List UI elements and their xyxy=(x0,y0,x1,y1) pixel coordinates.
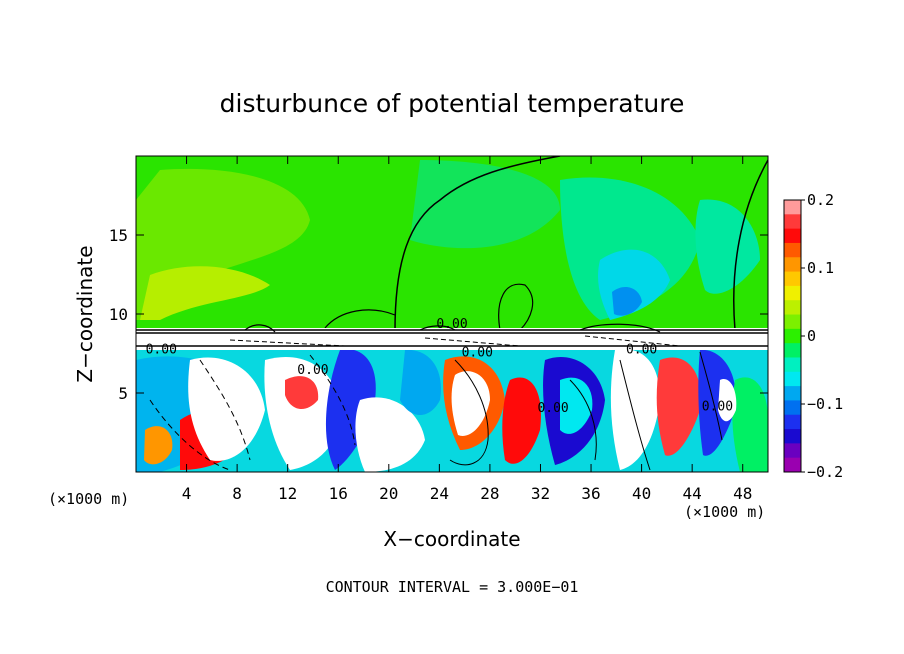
cloud-contour xyxy=(136,329,768,347)
colorbar-tick-label: −0.2 xyxy=(807,463,843,481)
contour-label: 0.00 xyxy=(626,343,657,358)
x-tick-label: 16 xyxy=(329,484,348,503)
x-tick-label: 4 xyxy=(182,484,192,503)
field-patch xyxy=(698,349,736,456)
colorbar-swatch xyxy=(784,214,801,230)
x-tick-label: 8 xyxy=(232,484,242,503)
field-patch xyxy=(285,376,319,410)
contour-line xyxy=(733,159,768,331)
chart-title: disturbunce of potential temperature xyxy=(220,89,685,118)
contour-labels: 0.00 0.00 0.00 0.00 0.00 0.00 0.00 xyxy=(146,317,733,416)
contour-line xyxy=(309,354,356,446)
x-axis: 4 8 12 16 20 24 28 32 36 40 44 48 xyxy=(182,156,752,503)
colorbar-swatch xyxy=(784,343,801,358)
colorbar-swatch xyxy=(784,271,801,287)
colorbar-swatch xyxy=(784,285,801,301)
colorbar-swatch xyxy=(784,400,801,416)
cloud-contour xyxy=(244,323,661,333)
colorbar-tick-label: 0.2 xyxy=(807,191,834,209)
y-tick-label: 15 xyxy=(109,226,128,245)
field-patch xyxy=(144,426,173,465)
colorbar-swatch xyxy=(784,357,801,373)
contour-line xyxy=(324,309,396,329)
x-tick-label: 44 xyxy=(683,484,702,503)
colorbar-swatch xyxy=(784,200,801,215)
field-patch xyxy=(188,357,265,461)
field-patch xyxy=(355,397,425,472)
colorbar-tick-label: −0.1 xyxy=(807,395,843,413)
plot-area xyxy=(136,156,768,472)
contour-line xyxy=(149,399,231,471)
colorbar-tick-label: 0 xyxy=(807,327,816,345)
colorbar-swatch xyxy=(784,386,801,401)
contour-label: 0.00 xyxy=(297,363,328,378)
field-patch xyxy=(451,371,490,436)
field-patch xyxy=(264,356,341,470)
x-tick-label: 40 xyxy=(632,484,651,503)
field-patch xyxy=(656,357,701,456)
contour-label: 0.00 xyxy=(462,346,493,361)
x-unit-left: (×1000 m) xyxy=(48,490,129,508)
colorbar-swatch xyxy=(784,328,801,344)
field-patch xyxy=(410,160,560,249)
colorbar-swatch xyxy=(784,414,801,430)
field-patch xyxy=(325,349,376,470)
field-patch xyxy=(560,377,593,434)
field-patch xyxy=(612,287,642,316)
y-axis: 5 10 15 xyxy=(109,226,768,403)
field-patch xyxy=(140,266,270,320)
contour-label: 0.00 xyxy=(436,317,467,332)
x-tick-label: 36 xyxy=(581,484,600,503)
colorbar-swatch xyxy=(784,429,801,444)
colorbar-swatch xyxy=(784,228,801,244)
contour-label: 0.00 xyxy=(537,401,568,416)
contour-line xyxy=(699,351,723,441)
x-tick-label: 28 xyxy=(480,484,499,503)
colorbar: 0.2 0.1 0 −0.1 −0.2 xyxy=(783,191,843,481)
contour-label: 0.00 xyxy=(702,399,733,414)
y-tick-label: 5 xyxy=(118,384,128,403)
x-tick-label: 24 xyxy=(430,484,449,503)
colorbar-tick-label: 0.1 xyxy=(807,259,834,277)
contour-line xyxy=(498,283,534,331)
x-axis-label: X−coordinate xyxy=(383,527,520,551)
colorbar-swatch xyxy=(784,300,801,316)
contour-line xyxy=(199,359,251,461)
contour-line xyxy=(394,156,561,331)
y-tick-label: 10 xyxy=(109,305,128,324)
colorbar-swatch xyxy=(784,457,801,473)
contour-label: 0.00 xyxy=(146,343,177,358)
contour-line xyxy=(449,359,489,466)
x-unit-right: (×1000 m) xyxy=(684,503,765,521)
field-patch xyxy=(732,377,768,472)
colorbar-swatch xyxy=(784,257,801,273)
x-tick-label: 12 xyxy=(278,484,297,503)
field-patch xyxy=(718,379,737,422)
cloud-contour xyxy=(229,335,681,347)
y-axis-label: Z−coordinate xyxy=(73,245,97,382)
x-tick-label: 48 xyxy=(733,484,752,503)
colorbar-swatch xyxy=(784,242,801,258)
colorbar-swatch xyxy=(784,443,801,459)
contour-interval-note: CONTOUR INTERVAL = 3.000E−01 xyxy=(326,578,579,596)
field-patch xyxy=(610,349,660,470)
field-patch xyxy=(502,377,541,464)
colorbar-swatch xyxy=(784,371,801,387)
contour-line xyxy=(619,359,651,471)
colorbar-swatch xyxy=(784,314,801,330)
x-tick-label: 20 xyxy=(379,484,398,503)
contour-line xyxy=(569,379,597,461)
field-patch xyxy=(400,349,441,415)
x-tick-label: 32 xyxy=(531,484,550,503)
